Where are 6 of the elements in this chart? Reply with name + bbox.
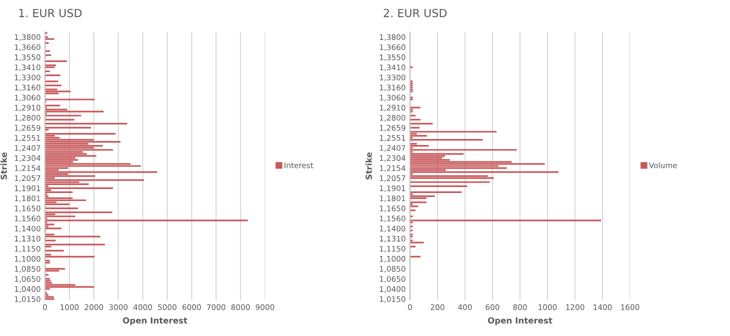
x-axis-title: Open Interest (488, 317, 552, 326)
y-axis-title: Strike (0, 152, 7, 180)
chart-title: 1. EUR USD (19, 8, 82, 18)
chart-title: 2. EUR USD (384, 8, 447, 18)
x-axis-title: Open Interest (122, 317, 188, 326)
y-axis-title: Strike (365, 152, 372, 180)
